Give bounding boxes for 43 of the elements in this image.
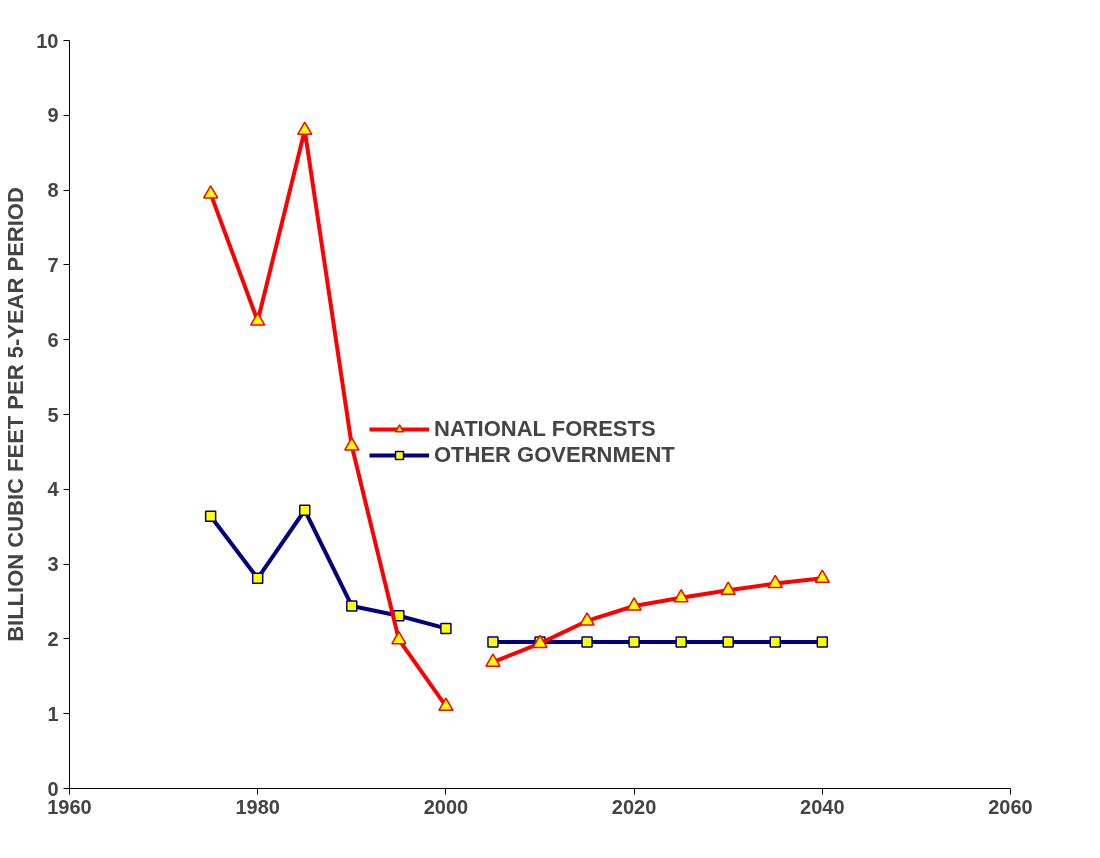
y-axis-title: BILLION CUBIC FEET PER 5-YEAR PERIOD: [3, 187, 29, 642]
legend-label: NATIONAL FORESTS: [434, 416, 656, 442]
point: [626, 597, 642, 611]
point: [202, 185, 219, 199]
y-tick-label: 9: [47, 104, 59, 127]
point: [816, 636, 829, 648]
point: [438, 697, 454, 712]
point: [769, 636, 781, 648]
x-tick-label: 2060: [988, 795, 1033, 818]
point: [579, 612, 595, 626]
point: [485, 653, 501, 667]
x-tick-label: 2020: [611, 795, 657, 818]
y-tick-label: 1: [47, 702, 59, 725]
point: [628, 636, 640, 648]
x-tick-label: 2000: [423, 795, 469, 818]
point: [814, 569, 831, 584]
point: [675, 636, 687, 648]
point: [720, 581, 736, 596]
point: [204, 510, 217, 522]
point: [297, 121, 313, 136]
y-tick-label: 7: [47, 253, 59, 276]
point: [487, 636, 499, 648]
x-tick-label: 1980: [235, 795, 280, 818]
point: [346, 600, 358, 612]
legend-label: OTHER GOVERNMENT: [434, 442, 675, 468]
point: [581, 636, 593, 648]
point: [391, 630, 407, 645]
y-tick-label: 10: [36, 29, 59, 52]
y-tick-label: 2: [47, 627, 59, 650]
x-tick-label: 2040: [800, 795, 845, 818]
y-tick-label: 4: [47, 478, 60, 501]
y-tick-label: 3: [47, 553, 59, 576]
point: [251, 572, 264, 585]
y-tick-label: 6: [47, 328, 59, 351]
point: [344, 437, 360, 451]
point: [299, 504, 311, 516]
point: [767, 574, 783, 589]
point: [249, 312, 266, 326]
point: [440, 622, 452, 635]
point: [722, 636, 734, 648]
y-tick-label: 8: [47, 179, 59, 202]
point: [673, 588, 689, 603]
y-tick-label: 5: [47, 403, 59, 426]
